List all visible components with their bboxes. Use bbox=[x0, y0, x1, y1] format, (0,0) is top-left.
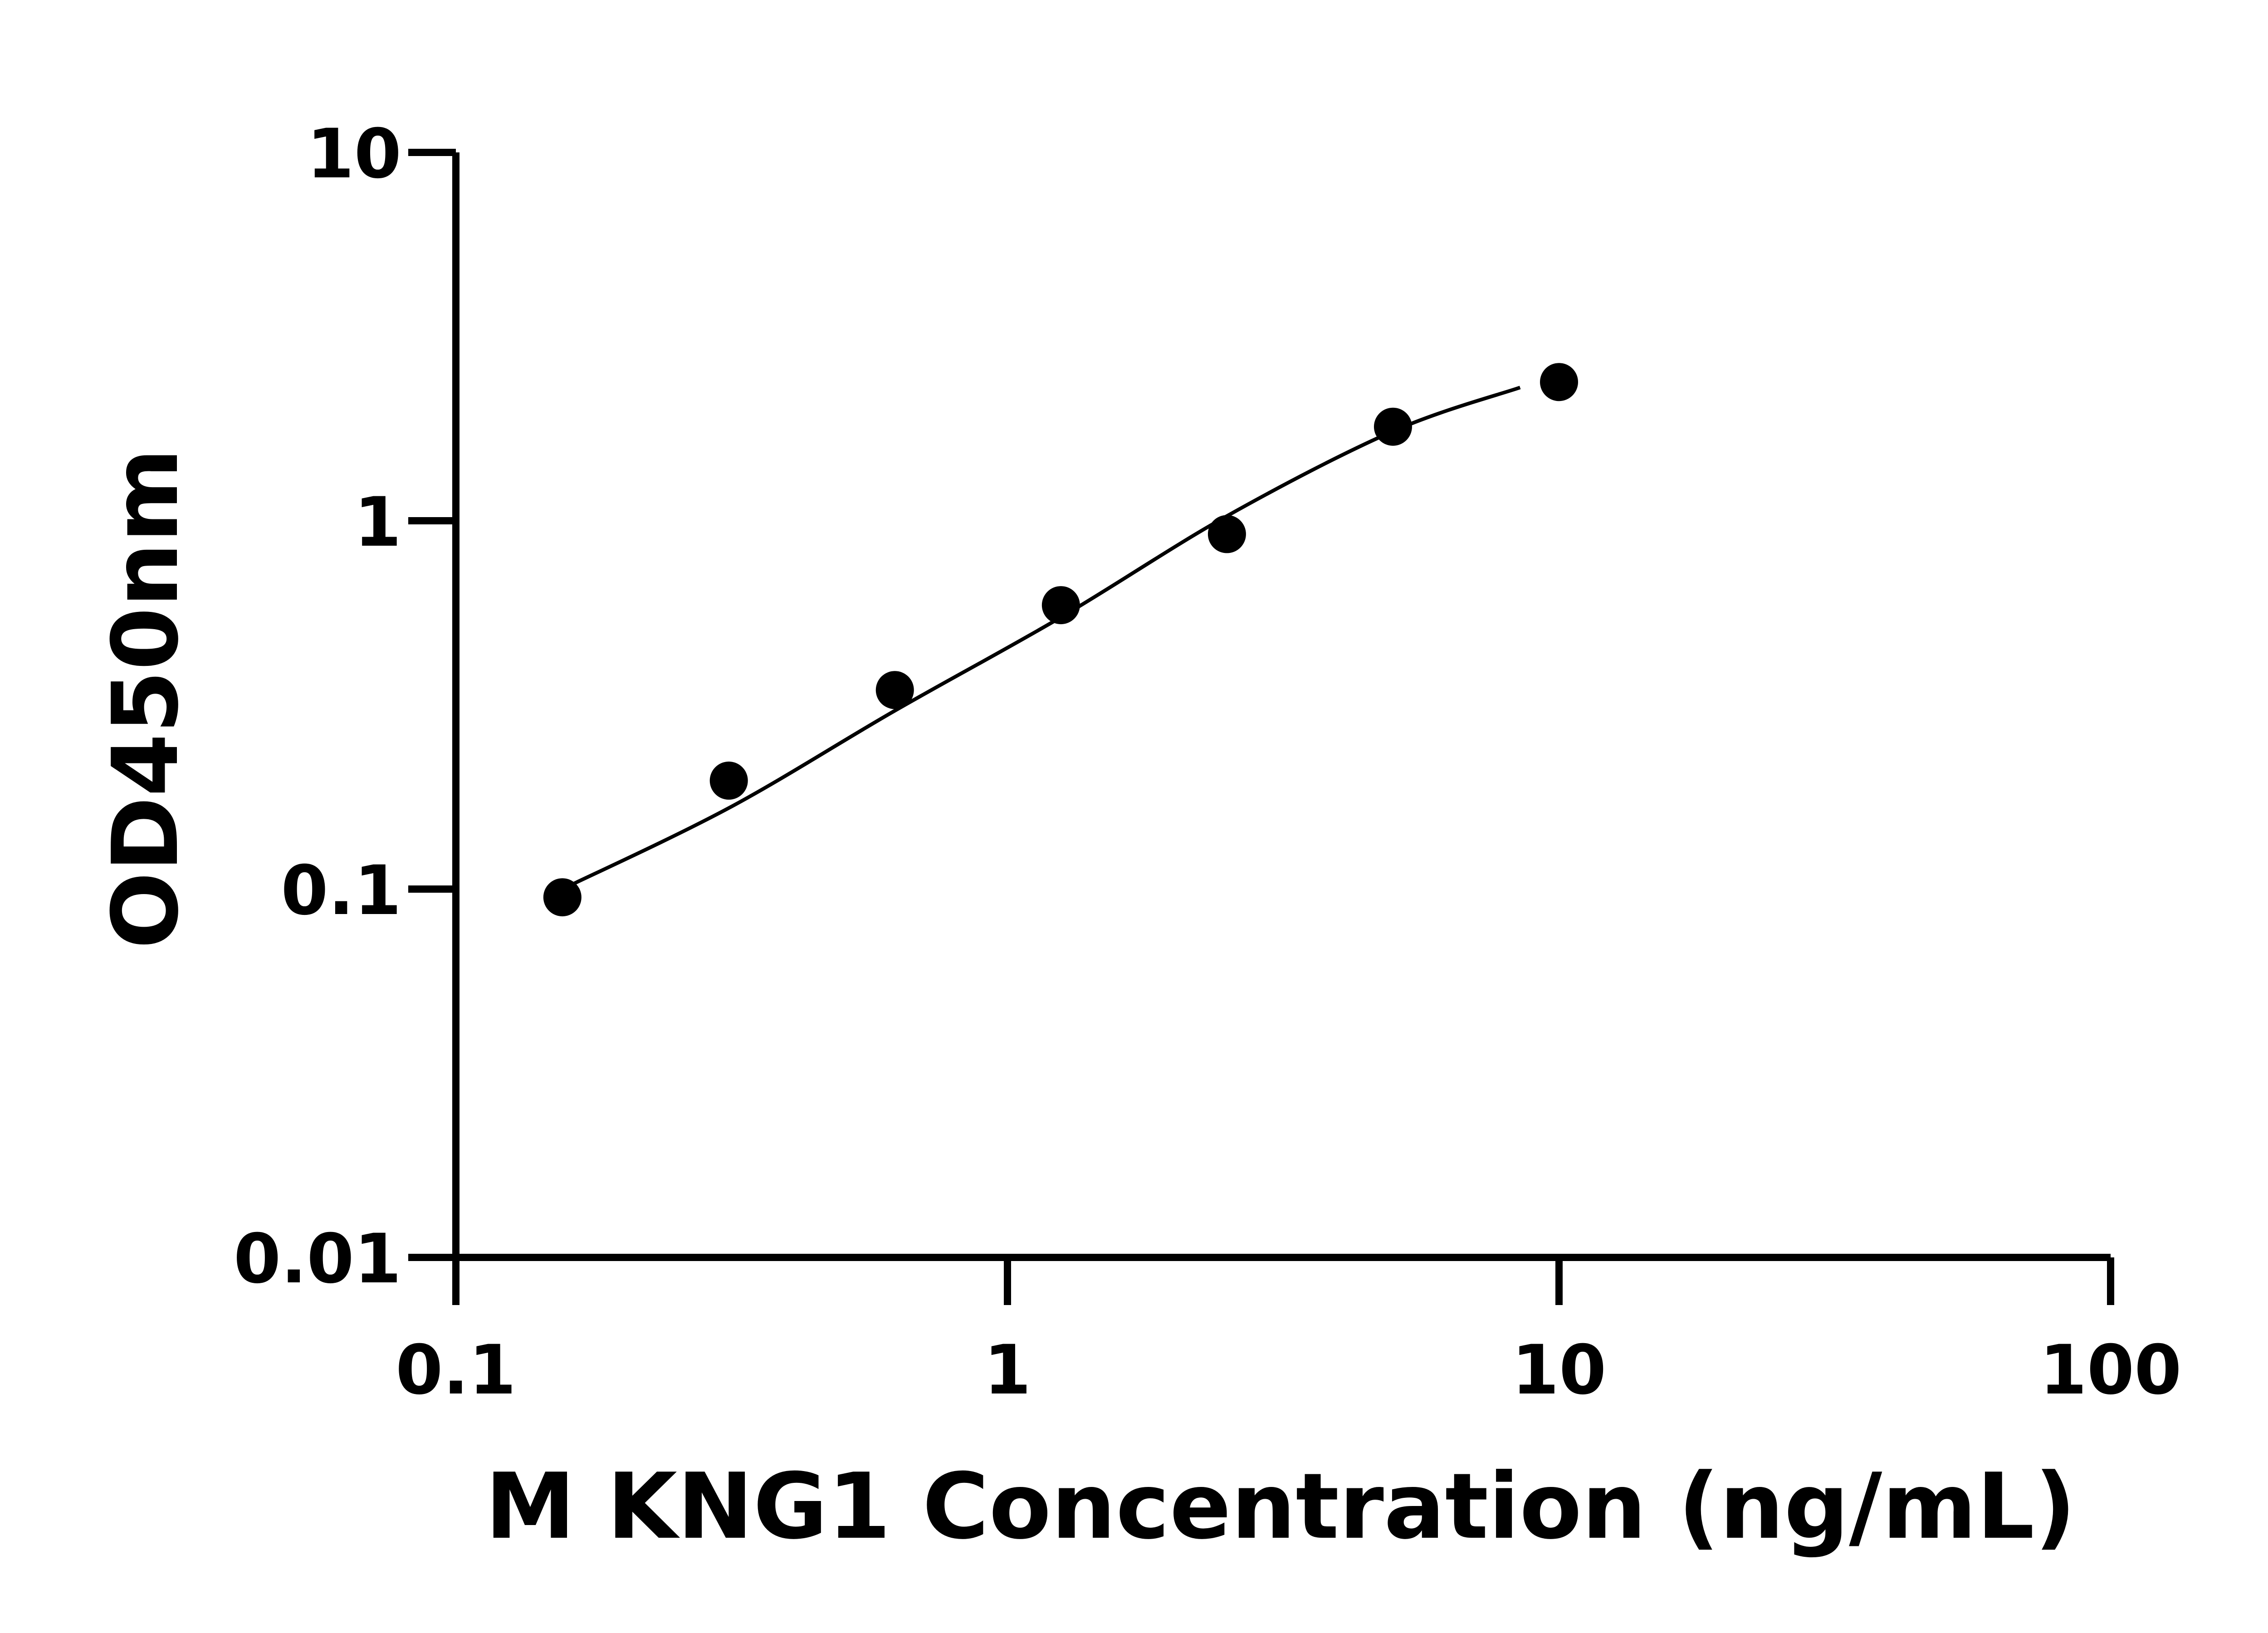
x-tick-label: 100 bbox=[2039, 1331, 2181, 1410]
y-tick-label: 0.01 bbox=[234, 1220, 401, 1299]
y-axis-title: OD450nm bbox=[93, 448, 199, 949]
data-point bbox=[875, 671, 914, 709]
x-tick-label: 0.1 bbox=[396, 1331, 516, 1410]
fit-curve-group bbox=[562, 386, 1521, 891]
y-tick-label: 10 bbox=[307, 115, 401, 194]
data-point bbox=[1540, 363, 1578, 401]
fit-curve bbox=[562, 386, 1521, 891]
data-point bbox=[709, 761, 748, 800]
data-point bbox=[1374, 407, 1412, 446]
x-axis-title: M KNG1 Concentration (ng/mL) bbox=[485, 1454, 2076, 1560]
x-tick-label: 10 bbox=[1512, 1331, 1607, 1410]
data-point bbox=[1207, 515, 1246, 553]
x-tick-labels: 0.1 1 10 100 bbox=[396, 1331, 2181, 1410]
axes bbox=[408, 149, 2114, 1305]
data-point bbox=[1041, 586, 1080, 625]
y-tick-label: 1 bbox=[354, 483, 401, 562]
y-tick-labels: 0.01 0.1 1 10 bbox=[234, 115, 401, 1299]
data-point bbox=[543, 878, 582, 917]
data-points bbox=[543, 363, 1578, 917]
y-tick-label: 0.1 bbox=[281, 851, 401, 930]
x-tick-label: 1 bbox=[984, 1331, 1031, 1410]
